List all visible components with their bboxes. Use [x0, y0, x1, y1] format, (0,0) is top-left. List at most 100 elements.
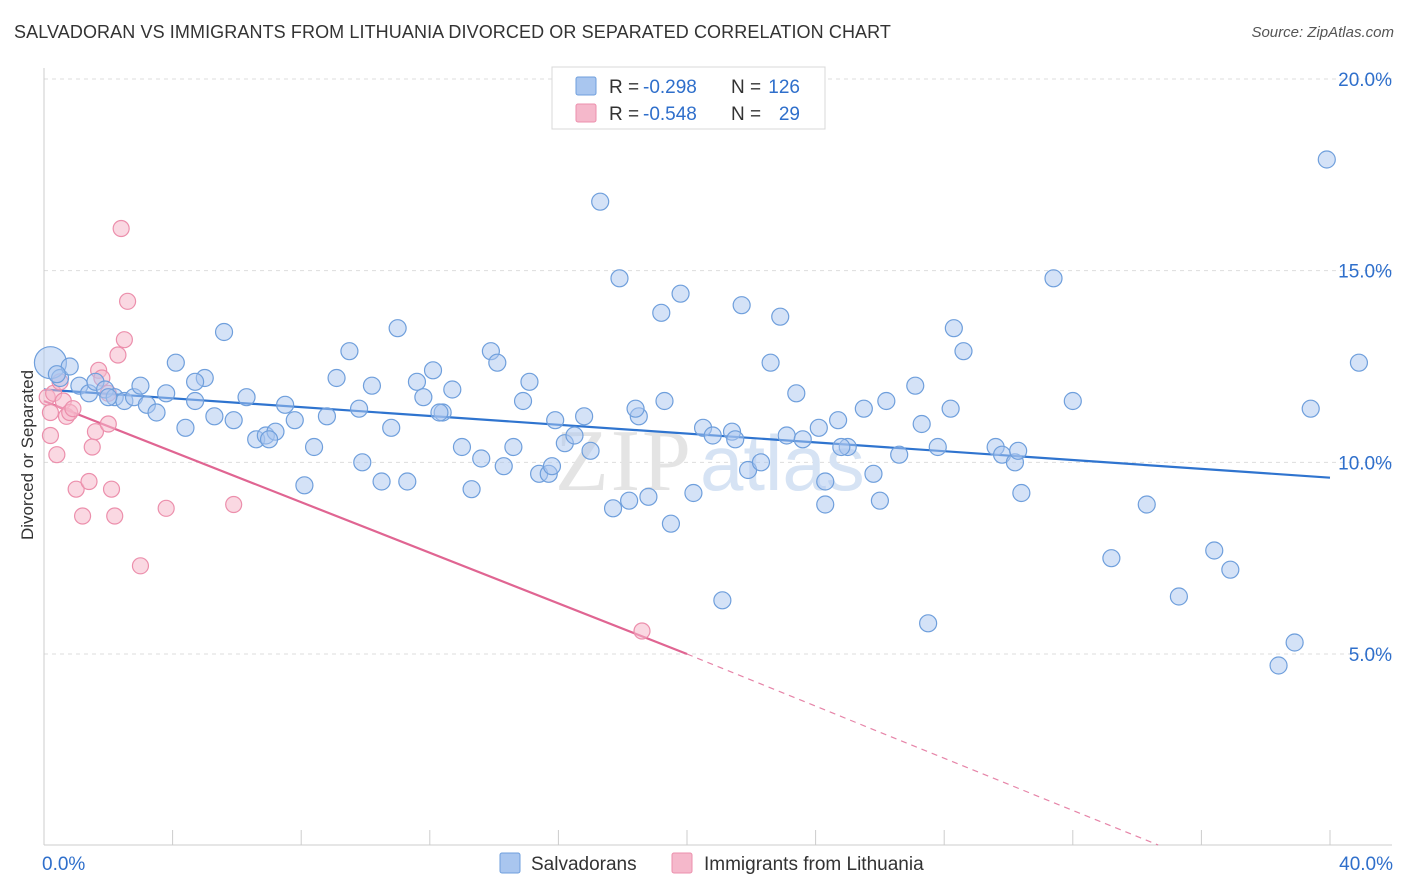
point-salvadoran-14 — [166, 353, 185, 372]
legend-series-swatch-lithuania — [671, 852, 693, 874]
y-tick-label-1: 10.0% — [1338, 453, 1392, 474]
point-salvadoran-104 — [1102, 549, 1121, 568]
point-lithuania-28 — [633, 622, 651, 640]
legend-swatch-pink — [575, 103, 597, 123]
axes — [43, 68, 1392, 846]
point-salvadoran-31 — [340, 342, 359, 361]
point-salvadoran-108 — [1221, 560, 1240, 579]
point-lithuania-26 — [157, 499, 175, 517]
point-salvadoran-117 — [259, 430, 279, 449]
point-salvadoran-115 — [99, 388, 118, 407]
point-salvadoran-96 — [944, 319, 963, 338]
trend-line-salvadorans — [43, 388, 1331, 479]
point-salvadoran-39 — [414, 388, 433, 407]
point-salvadoran-50 — [513, 391, 533, 411]
legend-series-swatch-salvadorans — [499, 852, 521, 874]
point-salvadoran-78 — [771, 307, 790, 326]
point-salvadoran-62 — [620, 491, 639, 510]
point-salvadoran-82 — [809, 418, 828, 437]
legend-r-value-1: -0.298 — [643, 77, 697, 98]
point-salvadoran-92 — [906, 376, 925, 395]
x-tick-label-0: 0.0% — [42, 854, 85, 875]
point-lithuania-2 — [41, 426, 60, 445]
point-salvadoran-94 — [928, 437, 947, 457]
watermark: ZIP atlas — [555, 413, 865, 510]
point-salvadoran-20 — [224, 411, 243, 430]
point-salvadoran-67 — [661, 514, 681, 533]
point-salvadoran-34 — [372, 472, 391, 491]
trend-lines — [43, 388, 1331, 846]
point-lithuania-4 — [48, 446, 66, 464]
point-lithuania-24 — [118, 292, 137, 310]
point-salvadoran-10 — [131, 376, 150, 395]
grid-lines — [44, 78, 1392, 655]
point-lithuania-14 — [86, 423, 105, 441]
point-lithuania-23 — [115, 331, 133, 349]
point-salvadoran-79 — [777, 426, 796, 445]
point-salvadoran-85 — [829, 411, 848, 430]
point-salvadoran-95 — [941, 399, 960, 418]
point-salvadoran-101 — [1012, 483, 1031, 503]
legend-n-value-2: 29 — [779, 104, 800, 125]
point-salvadoran-44 — [462, 480, 481, 499]
y-tick-labels: 5.0% 10.0% 15.0% 20.0% — [1338, 70, 1392, 666]
y-tick-label-2: 15.0% — [1338, 262, 1392, 283]
source-label: Source: ZipAtlas.com — [1251, 24, 1394, 41]
point-salvadoran-114 — [47, 365, 66, 384]
trend-line-lithuania — [43, 399, 688, 656]
point-salvadoran-76 — [751, 453, 771, 472]
chart-title: SALVADORAN VS IMMIGRANTS FROM LITHUANIA … — [14, 22, 892, 42]
x-tick-labels: 0.0% 40.0% — [42, 854, 1393, 875]
legend-r-label-2: R = — [609, 104, 639, 125]
point-salvadoran-118 — [349, 399, 369, 418]
point-salvadoran-119 — [430, 403, 449, 422]
point-salvadoran-83 — [816, 472, 835, 491]
point-salvadoran-74 — [732, 296, 751, 315]
point-salvadoran-61 — [610, 269, 629, 288]
point-salvadoran-12 — [147, 403, 166, 422]
point-salvadoran-47 — [488, 353, 507, 372]
point-lithuania-10 — [67, 480, 85, 498]
point-salvadoran-106 — [1169, 587, 1188, 606]
y-axis-title: Divorced or Separated — [18, 370, 37, 540]
point-salvadoran-59 — [591, 192, 610, 211]
point-salvadoran-42 — [443, 380, 462, 399]
point-salvadoran-25 — [276, 395, 295, 414]
point-salvadoran-29 — [317, 407, 337, 426]
point-salvadoran-72 — [713, 591, 732, 610]
point-salvadoran-15 — [176, 418, 195, 437]
point-salvadoran-69 — [684, 483, 703, 503]
point-salvadoran-91 — [890, 445, 909, 464]
legend-n-label-1: N = — [731, 77, 761, 98]
point-salvadoran-43 — [452, 437, 472, 457]
point-salvadoran-90 — [877, 391, 896, 411]
point-salvadoran-21 — [237, 388, 256, 407]
point-lithuania-1 — [41, 403, 60, 422]
x-tick-label-1: 40.0% — [1339, 854, 1393, 875]
point-salvadoran-35 — [382, 418, 401, 437]
point-salvadoran-45 — [472, 449, 491, 468]
point-salvadoran-68 — [671, 284, 690, 303]
trend-line-lithuania-extension — [686, 653, 1159, 846]
point-salvadoran-51 — [520, 372, 539, 391]
point-salvadoran-49 — [504, 437, 523, 457]
legend-stats: R = -0.298 N = 126 R = -0.548 N = 29 — [551, 66, 826, 130]
legend-r-label-1: R = — [609, 77, 639, 98]
point-salvadoran-120 — [542, 457, 562, 476]
point-salvadoran-124 — [912, 414, 931, 434]
point-salvadoran-121 — [626, 399, 645, 418]
point-salvadoran-71 — [703, 426, 722, 445]
point-salvadoran-109 — [1269, 656, 1288, 675]
point-salvadoran-36 — [388, 319, 407, 338]
y-tick-label-3: 20.0% — [1338, 70, 1392, 91]
points-lithuania — [38, 219, 651, 640]
point-lithuania-21 — [109, 346, 127, 364]
point-salvadoran-87 — [854, 399, 873, 418]
point-salvadoran-19 — [214, 322, 234, 342]
point-salvadoran-13 — [157, 384, 176, 403]
point-salvadoran-84 — [816, 495, 835, 514]
point-salvadoran-122 — [726, 430, 745, 449]
y-axis-label: Divorced or Separated — [18, 370, 37, 540]
legend-n-label-2: N = — [731, 104, 761, 125]
point-lithuania-19 — [102, 480, 121, 498]
